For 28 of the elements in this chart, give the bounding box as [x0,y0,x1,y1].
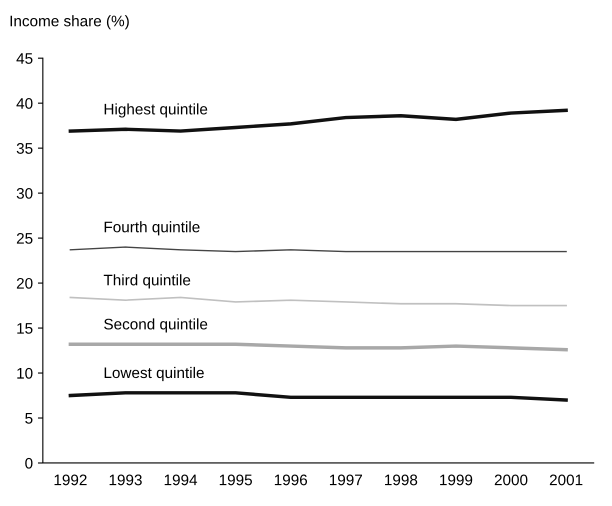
y-tick-label: 45 [16,53,32,64]
series-label: Third quintile [104,274,190,288]
series-label: Fourth quintile [104,221,200,236]
y-tick-label: 35 [16,143,32,154]
x-tick-label: 2000 [494,474,528,486]
x-tick-label: 2001 [550,474,582,486]
x-tick-label: 1999 [440,474,472,486]
series-label: Highest quintile [104,103,208,118]
y-tick-label: 0 [25,458,33,469]
x-tick-label: 1998 [385,474,418,486]
x-tick-label: 1992 [54,474,87,486]
line-series [68,391,568,402]
series-label: Second quintile [104,318,208,333]
line-series [70,296,567,306]
y-tick-label: 40 [16,98,33,109]
x-tick-label: 1995 [220,474,252,486]
y-tick-label: 30 [16,188,33,199]
y-tick-label: 15 [17,323,32,334]
x-tick-label: 1994 [164,474,198,486]
x-tick-label: 1993 [110,474,142,486]
y-tick-label: 25 [16,232,32,244]
x-tick-label: 1997 [330,474,362,486]
y-tick-label: 5 [25,413,32,424]
x-tick-label: 1996 [274,474,308,486]
series-label: Lowest quintile [104,366,204,382]
y-tick-label: 20 [16,278,33,289]
y-axis-title: Income share (%) [10,15,129,30]
y-tick-label: 10 [17,368,33,379]
